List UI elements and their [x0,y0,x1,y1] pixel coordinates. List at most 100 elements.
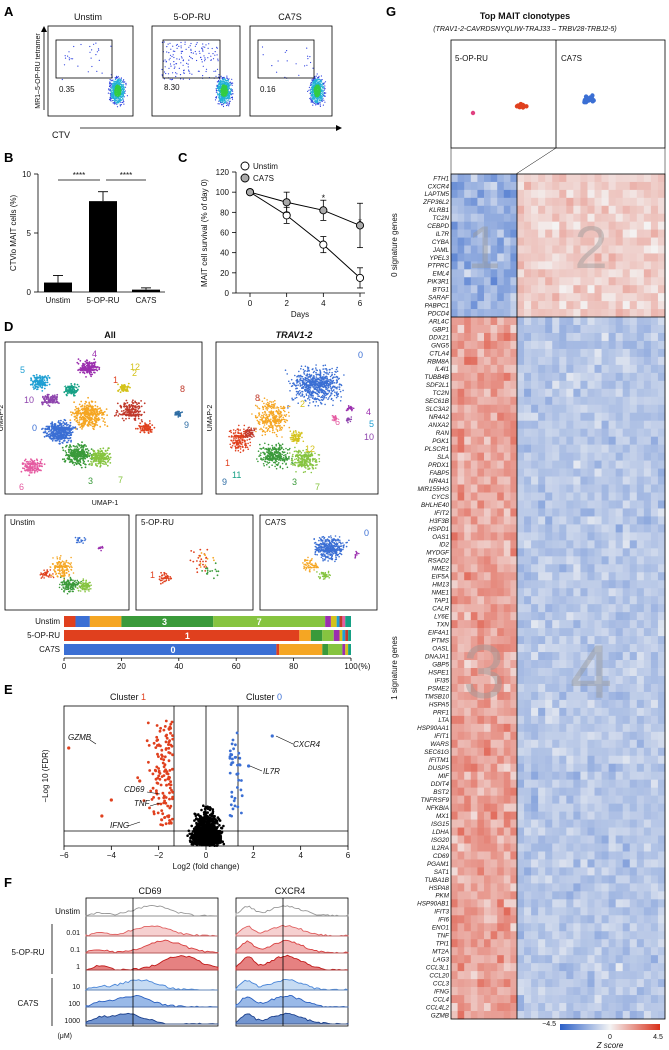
umap-cell [294,374,296,377]
flow-event [96,51,98,53]
umap-cell [47,398,50,400]
flow-event [204,58,206,60]
bar-ylabel: CTVlo MAIT cells (%) [9,195,18,272]
flow-event [204,57,206,59]
umap-cell [74,409,76,411]
umap-cell [63,422,65,424]
flow-event [110,95,112,97]
flow-event [217,60,219,62]
umap-cell [43,398,46,401]
flow-event [207,57,209,59]
flow-event [190,49,192,52]
flow-event [112,102,115,104]
flow-event [115,86,117,88]
umap-cell [134,409,137,411]
umap-cell [109,456,112,459]
umap-cell [88,369,91,372]
umap-cell [43,463,46,466]
umap-cell [331,367,333,370]
umap-cell [60,419,62,422]
flow-event [215,97,217,99]
umap-cell [80,452,83,455]
flow-event [116,79,118,81]
umap-cell [123,412,125,414]
flow-event [309,88,311,90]
umap-cell [44,429,47,431]
umap-cell [67,423,69,426]
umap-cell [90,464,93,466]
umap-cell [126,412,128,414]
umap-cell [88,362,91,365]
umap-cell [75,463,78,466]
flow-event [226,75,228,77]
flow-event [318,75,320,77]
flow-event [308,89,310,91]
flow-event [319,102,321,104]
umap-cell [103,463,105,465]
flow-event [77,65,79,67]
umap-cell [330,374,333,377]
flow-event [223,81,225,83]
flow-event [229,92,231,94]
umap-cell [141,427,144,430]
flow-event [122,81,124,83]
flow-event [314,97,316,100]
flow-event [220,91,222,93]
umap-cell [102,420,105,422]
umap-cell [47,425,50,428]
umap-cell [93,371,96,374]
line-point [245,188,255,197]
umap-cell [73,412,76,415]
flow-event [112,95,114,97]
flow-event [173,64,175,66]
flow-event [118,83,120,85]
umap-cell [37,386,40,389]
flow-event [317,100,319,102]
flow-event [110,90,112,92]
flow-event [165,72,167,75]
flow-event [63,64,66,66]
gate-value-ca7s: 0.16 [260,85,276,94]
flow-event [230,83,232,85]
umap-cell [90,409,92,412]
flow-event [115,77,117,79]
flow-event [114,90,116,92]
umap-cell [47,374,49,377]
flow-event [175,63,178,65]
flow-event [117,78,119,81]
umap-cell [335,396,338,399]
flow-xlabel: CTV [52,130,70,140]
umap-cell [129,410,132,412]
flow-event [119,91,121,93]
umap-cell [103,460,106,463]
umap-cell [91,368,94,371]
umap-cell [38,465,41,468]
flow-event [115,95,117,97]
flow-event [189,55,191,58]
umap-cell [125,417,127,420]
umap-cell [59,422,62,425]
flow-event [109,84,111,87]
umap-cell [83,456,85,459]
flow-event [108,85,111,88]
umap-cell [116,409,118,412]
umap-cell [62,449,65,452]
flow-event [111,87,113,89]
panel-a: A Unstim 5-OP-RU CA7S 0.35 8.30 0.16 MR1… [4,4,342,140]
flow-event [163,41,165,43]
umap-cell [143,425,145,428]
flow-event [180,62,182,64]
flow-event [110,45,112,47]
flow-event [118,80,120,82]
umap-cell [46,384,48,387]
flow-event [215,70,217,72]
flow-event [313,79,315,81]
flow-event [96,70,98,72]
flow-event [312,99,314,101]
flow-event [222,104,224,106]
flow-event [324,101,326,103]
flow-event [176,47,178,50]
umap-cell [82,371,84,374]
flow-event [220,84,222,86]
flow-event [320,80,323,82]
